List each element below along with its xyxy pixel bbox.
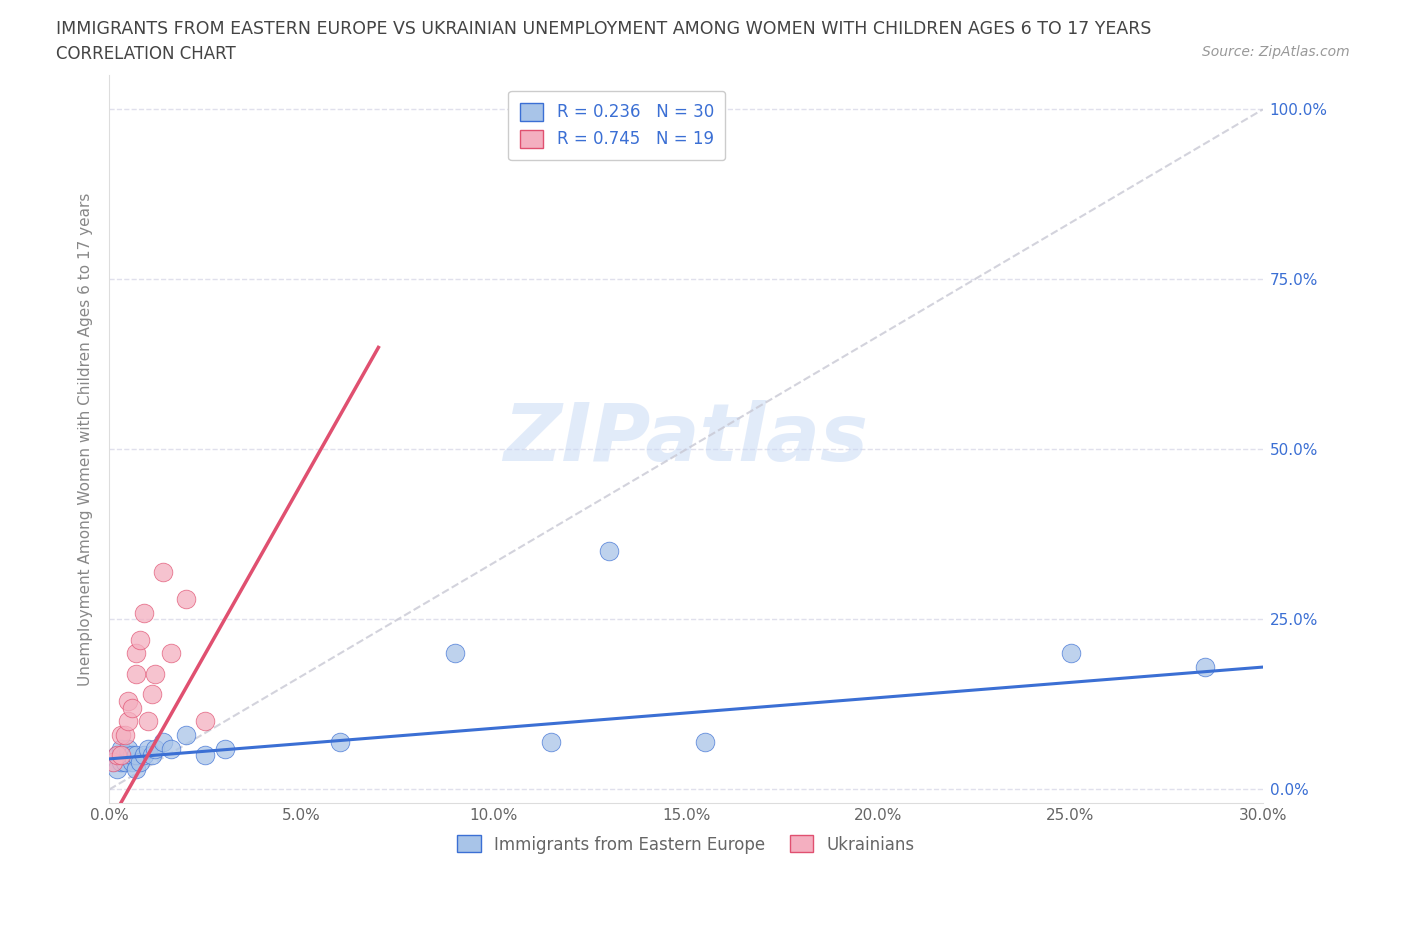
Point xyxy=(101,755,124,770)
Point xyxy=(152,565,174,579)
Point xyxy=(145,741,167,756)
Point xyxy=(110,748,132,763)
Point xyxy=(105,748,128,763)
Point xyxy=(141,687,163,702)
Y-axis label: Unemployment Among Women with Children Ages 6 to 17 years: Unemployment Among Women with Children A… xyxy=(79,193,93,686)
Point xyxy=(105,748,128,763)
Point xyxy=(194,714,217,729)
Point xyxy=(110,741,132,756)
Point xyxy=(110,755,132,770)
Point xyxy=(125,646,148,661)
Point xyxy=(117,714,139,729)
Point xyxy=(194,748,217,763)
Text: CORRELATION CHART: CORRELATION CHART xyxy=(56,45,236,62)
Point xyxy=(114,748,136,763)
Point xyxy=(114,727,136,742)
Point xyxy=(132,748,155,763)
Point xyxy=(1059,646,1081,661)
Point xyxy=(110,727,132,742)
Point xyxy=(121,748,143,763)
Point xyxy=(129,632,152,647)
Text: ZIPatlas: ZIPatlas xyxy=(503,400,869,478)
Text: Source: ZipAtlas.com: Source: ZipAtlas.com xyxy=(1202,45,1350,59)
Point xyxy=(329,735,352,750)
Point xyxy=(129,755,152,770)
Point xyxy=(125,748,148,763)
Point xyxy=(132,605,155,620)
Point xyxy=(125,667,148,682)
Point xyxy=(1194,659,1216,674)
Point xyxy=(101,755,124,770)
Point xyxy=(117,748,139,763)
Point xyxy=(145,667,167,682)
Point xyxy=(114,755,136,770)
Text: IMMIGRANTS FROM EASTERN EUROPE VS UKRAINIAN UNEMPLOYMENT AMONG WOMEN WITH CHILDR: IMMIGRANTS FROM EASTERN EUROPE VS UKRAIN… xyxy=(56,20,1152,38)
Point xyxy=(117,741,139,756)
Point xyxy=(125,762,148,777)
Point xyxy=(598,544,620,559)
Point xyxy=(214,741,236,756)
Point xyxy=(141,748,163,763)
Point xyxy=(117,694,139,709)
Point xyxy=(174,727,197,742)
Point xyxy=(695,735,717,750)
Point xyxy=(159,741,181,756)
Point xyxy=(540,735,562,750)
Point xyxy=(121,700,143,715)
Point xyxy=(136,741,159,756)
Point xyxy=(105,762,128,777)
Point xyxy=(136,714,159,729)
Point xyxy=(152,735,174,750)
Legend: Immigrants from Eastern Europe, Ukrainians: Immigrants from Eastern Europe, Ukrainia… xyxy=(450,829,921,860)
Point xyxy=(444,646,467,661)
Point xyxy=(159,646,181,661)
Point xyxy=(121,755,143,770)
Point xyxy=(174,591,197,606)
